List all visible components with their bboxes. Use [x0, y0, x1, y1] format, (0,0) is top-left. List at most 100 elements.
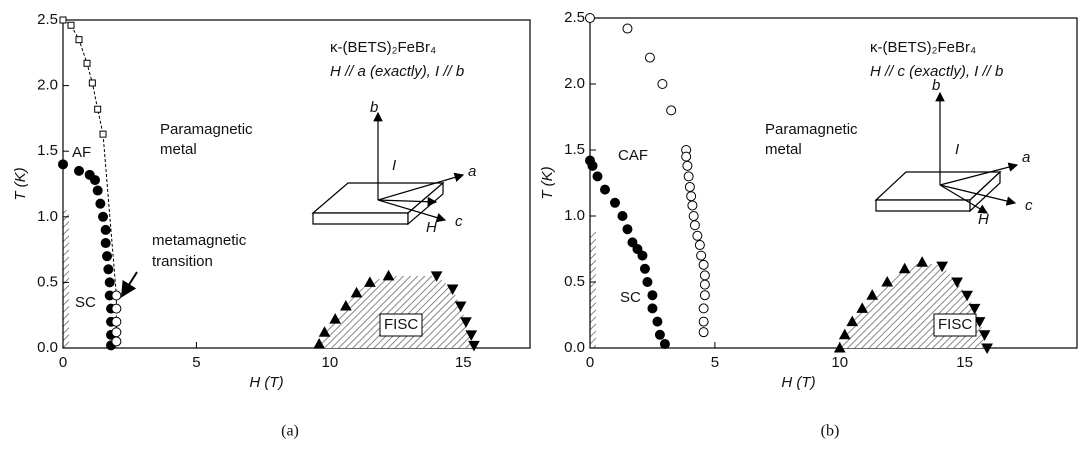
y-tick-label: 2.0 [37, 77, 58, 94]
y-tick-label: 1.0 [564, 207, 585, 224]
point [111, 316, 122, 327]
y-tick-label: 0.0 [564, 339, 585, 356]
x-tick-label: 15 [455, 354, 472, 371]
point [686, 191, 697, 202]
point [684, 181, 695, 192]
point [59, 16, 67, 24]
point [681, 151, 692, 162]
point [698, 327, 709, 338]
point [446, 284, 459, 295]
point [968, 303, 981, 315]
x-tick-label: 10 [322, 354, 339, 371]
point [318, 326, 331, 337]
point [981, 343, 993, 355]
point [687, 200, 698, 211]
point [881, 275, 894, 287]
point [846, 315, 859, 327]
point [599, 184, 610, 195]
x-axis-label: H (T) [781, 374, 815, 391]
y-tick-label: 1.5 [37, 142, 58, 159]
point [92, 185, 103, 196]
point [88, 79, 96, 87]
point [99, 130, 107, 138]
plot-frame [589, 17, 1078, 349]
x-tick-label: 5 [711, 354, 719, 371]
y-tick-label: 0.5 [564, 273, 585, 290]
annotation: AF [72, 144, 91, 161]
inset-label: H [426, 219, 437, 236]
annotation: Paramagnetic [765, 121, 858, 138]
point [94, 105, 102, 113]
point [58, 159, 68, 170]
point [100, 238, 111, 249]
inset-label: I [955, 141, 959, 158]
point [617, 211, 628, 221]
annotation: metamagnetic [152, 232, 247, 249]
annotation: Paramagnetic [160, 121, 253, 138]
point [689, 220, 700, 231]
point [698, 316, 709, 327]
inset-b [874, 91, 1019, 214]
x-axis-label: H (T) [249, 374, 283, 391]
point [75, 36, 83, 44]
y-axis-label: T (K) [12, 167, 29, 200]
sc-region [590, 232, 596, 348]
inset-label: a [468, 163, 476, 180]
point [973, 317, 986, 328]
inset-label: c [1025, 197, 1033, 214]
plot-frame [62, 19, 531, 349]
point [632, 244, 643, 254]
point [102, 251, 113, 262]
point [866, 289, 879, 300]
annotation-arrow [120, 271, 138, 298]
point [100, 224, 111, 235]
point [430, 271, 443, 282]
point [699, 279, 710, 290]
x-tick-label: 5 [192, 354, 200, 371]
y-tick-label: 0.5 [37, 273, 58, 290]
point [350, 286, 363, 298]
annotation: FISC [938, 316, 972, 333]
inset-label: I [392, 157, 396, 174]
point [460, 317, 472, 328]
point [694, 240, 705, 251]
point [627, 237, 638, 248]
point [90, 175, 101, 186]
point [898, 262, 911, 274]
point [644, 52, 655, 63]
caption: (b) [821, 423, 840, 440]
series-line [62, 19, 104, 135]
annotation: transition [152, 253, 213, 270]
point [465, 330, 478, 341]
point [936, 261, 948, 273]
x-tick-label: 0 [59, 354, 67, 371]
point [838, 328, 851, 340]
point [585, 13, 595, 23]
point [699, 270, 710, 281]
annotation: κ-(BETS)₂FeBr₄ [330, 39, 436, 56]
point [699, 290, 710, 301]
point [833, 341, 846, 353]
inset-a [311, 111, 465, 226]
point [111, 336, 122, 347]
point [609, 197, 620, 208]
point [652, 316, 663, 327]
point [95, 198, 106, 209]
inset-label: c [455, 213, 463, 230]
point [978, 330, 991, 341]
annotation: SC [620, 289, 641, 306]
point [647, 290, 658, 301]
sc-region [63, 210, 69, 348]
point [622, 224, 633, 235]
x-tick-label: 10 [831, 354, 848, 371]
point [659, 339, 670, 350]
boundary-line [102, 134, 117, 296]
annotation: κ-(BETS)₂FeBr₄ [870, 39, 976, 56]
annotation: CAF [618, 147, 648, 164]
point [592, 171, 603, 182]
y-tick-label: 2.0 [564, 75, 585, 92]
point [74, 165, 85, 176]
y-tick-label: 2.5 [37, 11, 58, 28]
y-tick-label: 1.0 [37, 208, 58, 225]
